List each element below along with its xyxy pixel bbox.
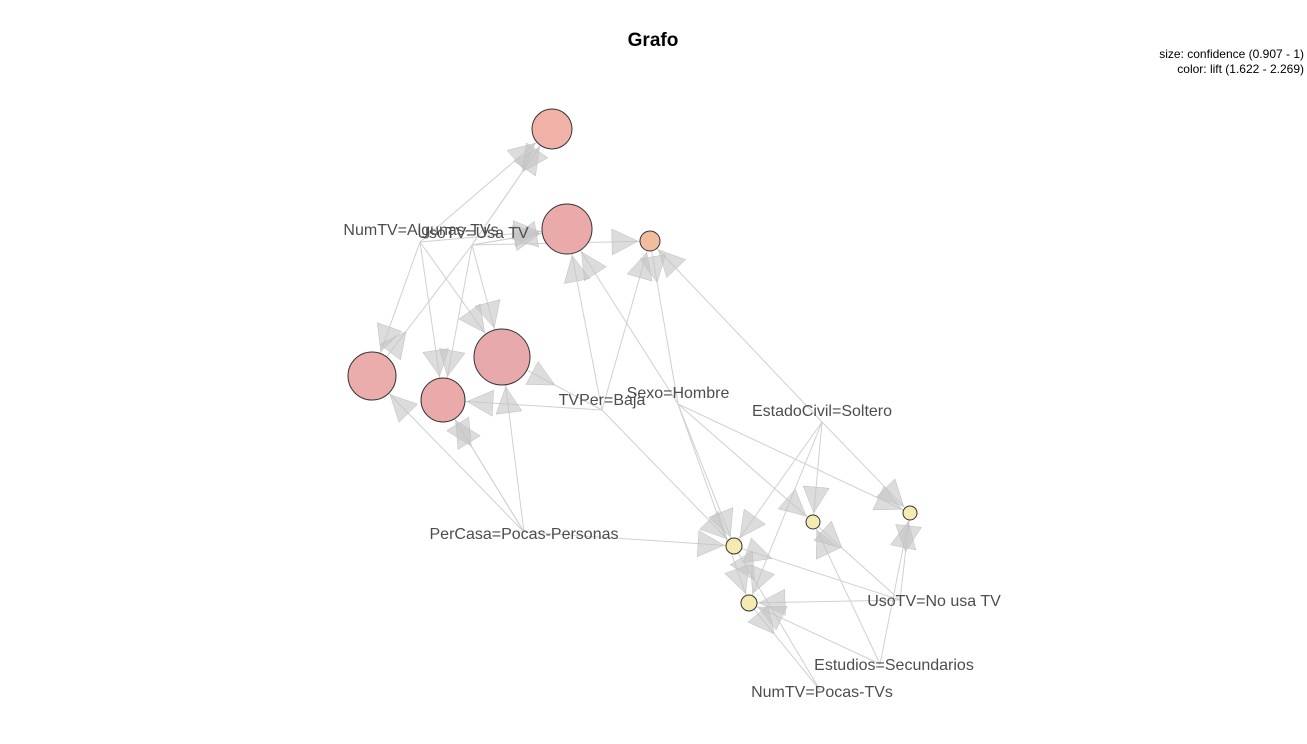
arrowhead-r5-to-usotv-usa (379, 331, 407, 361)
item-label-numtv-pocas: NumTV=Pocas-TVs (751, 684, 893, 701)
item-label-percasa-pocas: PerCasa=Pocas-Personas (430, 526, 619, 543)
arrowhead-tvper-baja-to-r2 (563, 254, 591, 284)
arrowhead-estadocivil-soltero-to-r10 (750, 564, 775, 595)
item-label-sexo-hombre: Sexo=Hombre (627, 385, 730, 402)
rule-node-r5 (347, 351, 397, 401)
arrowhead-estadocivil-soltero-to-r8 (802, 485, 830, 514)
arrowhead-usotv-usa-to-r4 (474, 299, 501, 329)
arrowhead-percasa-pocas-to-r5 (389, 394, 419, 423)
arrowhead-usotv-usa-to-r3 (611, 228, 639, 256)
arrowhead-estadocivil-soltero-to-r7 (739, 508, 766, 539)
arrowhead-percasa-pocas-to-r7 (696, 530, 725, 557)
arrowhead-usotv-usa-to-r6 (439, 348, 466, 377)
legend-size: size: confidence (0.907 - 1) (1159, 47, 1304, 61)
arrowhead-r10-to-numtv-pocas (747, 605, 775, 635)
arrowhead-r8-to-usotv-nousa (813, 520, 843, 549)
edge-sexo-hombre-to-r9 (677, 403, 911, 514)
arrowhead-sexo-hombre-to-r8 (777, 488, 807, 517)
item-label-estadocivil-soltero: EstadoCivil=Soltero (752, 403, 892, 420)
rule-node-r9 (902, 505, 918, 521)
edge-r6-to-percasa-pocas (442, 399, 525, 533)
graph-title: Grafo (628, 30, 679, 51)
rule-node-r4 (473, 328, 531, 386)
arrowhead-r9-to-usotv-nousa (895, 524, 922, 553)
item-label-tvper-baja: TVPer=Baja (559, 392, 646, 409)
arrowhead-sexo-hombre-to-r7 (708, 507, 734, 538)
item-label-numtv-algunas: NumTV=Algunas-TVs (343, 222, 498, 239)
rule-nodes-layer (347, 108, 918, 612)
arrowhead-sexo-hombre-to-r10 (724, 564, 750, 595)
item-label-usotv-nousa: UsoTV=No usa TV (867, 593, 1001, 610)
rule-node-r8 (805, 514, 821, 530)
rule-node-r2 (541, 203, 593, 255)
item-label-estudios-secundarios: Estudios=Secundarios (814, 657, 974, 674)
arrowhead-r2-to-usotv-usa (510, 220, 539, 248)
arrowhead-r1-to-usotv-usa (522, 142, 549, 173)
arrowhead-r4-to-tvper-baja (525, 360, 556, 386)
legend-color: color: lift (1.622 - 2.269) (1177, 62, 1304, 76)
rule-node-r3 (639, 230, 661, 252)
arrowheads-layer (377, 142, 922, 635)
rule-node-r1 (531, 108, 573, 150)
arrowhead-sexo-hombre-to-r9 (872, 485, 903, 511)
rule-node-r6 (420, 377, 466, 423)
arrowhead-sexo-hombre-to-r2 (581, 251, 607, 282)
arrowhead-r3-to-sexo-hombre (639, 254, 666, 283)
item-label-usotv-usa: UsoTV=Usa TV (417, 225, 529, 242)
rule-node-r10 (740, 594, 758, 612)
arrowhead-tvper-baja-to-r6 (466, 389, 494, 417)
arrowhead-numtv-algunas-to-r4 (458, 303, 485, 334)
edge-estadocivil-soltero-to-r3 (649, 240, 823, 423)
arrowhead-percasa-pocas-to-r4 (495, 386, 523, 415)
rule-node-r7 (725, 537, 743, 555)
edge-r5-to-usotv-usa (371, 244, 473, 377)
arrowhead-r6-to-percasa-pocas (446, 416, 472, 447)
edge-percasa-pocas-to-r4 (501, 356, 525, 533)
